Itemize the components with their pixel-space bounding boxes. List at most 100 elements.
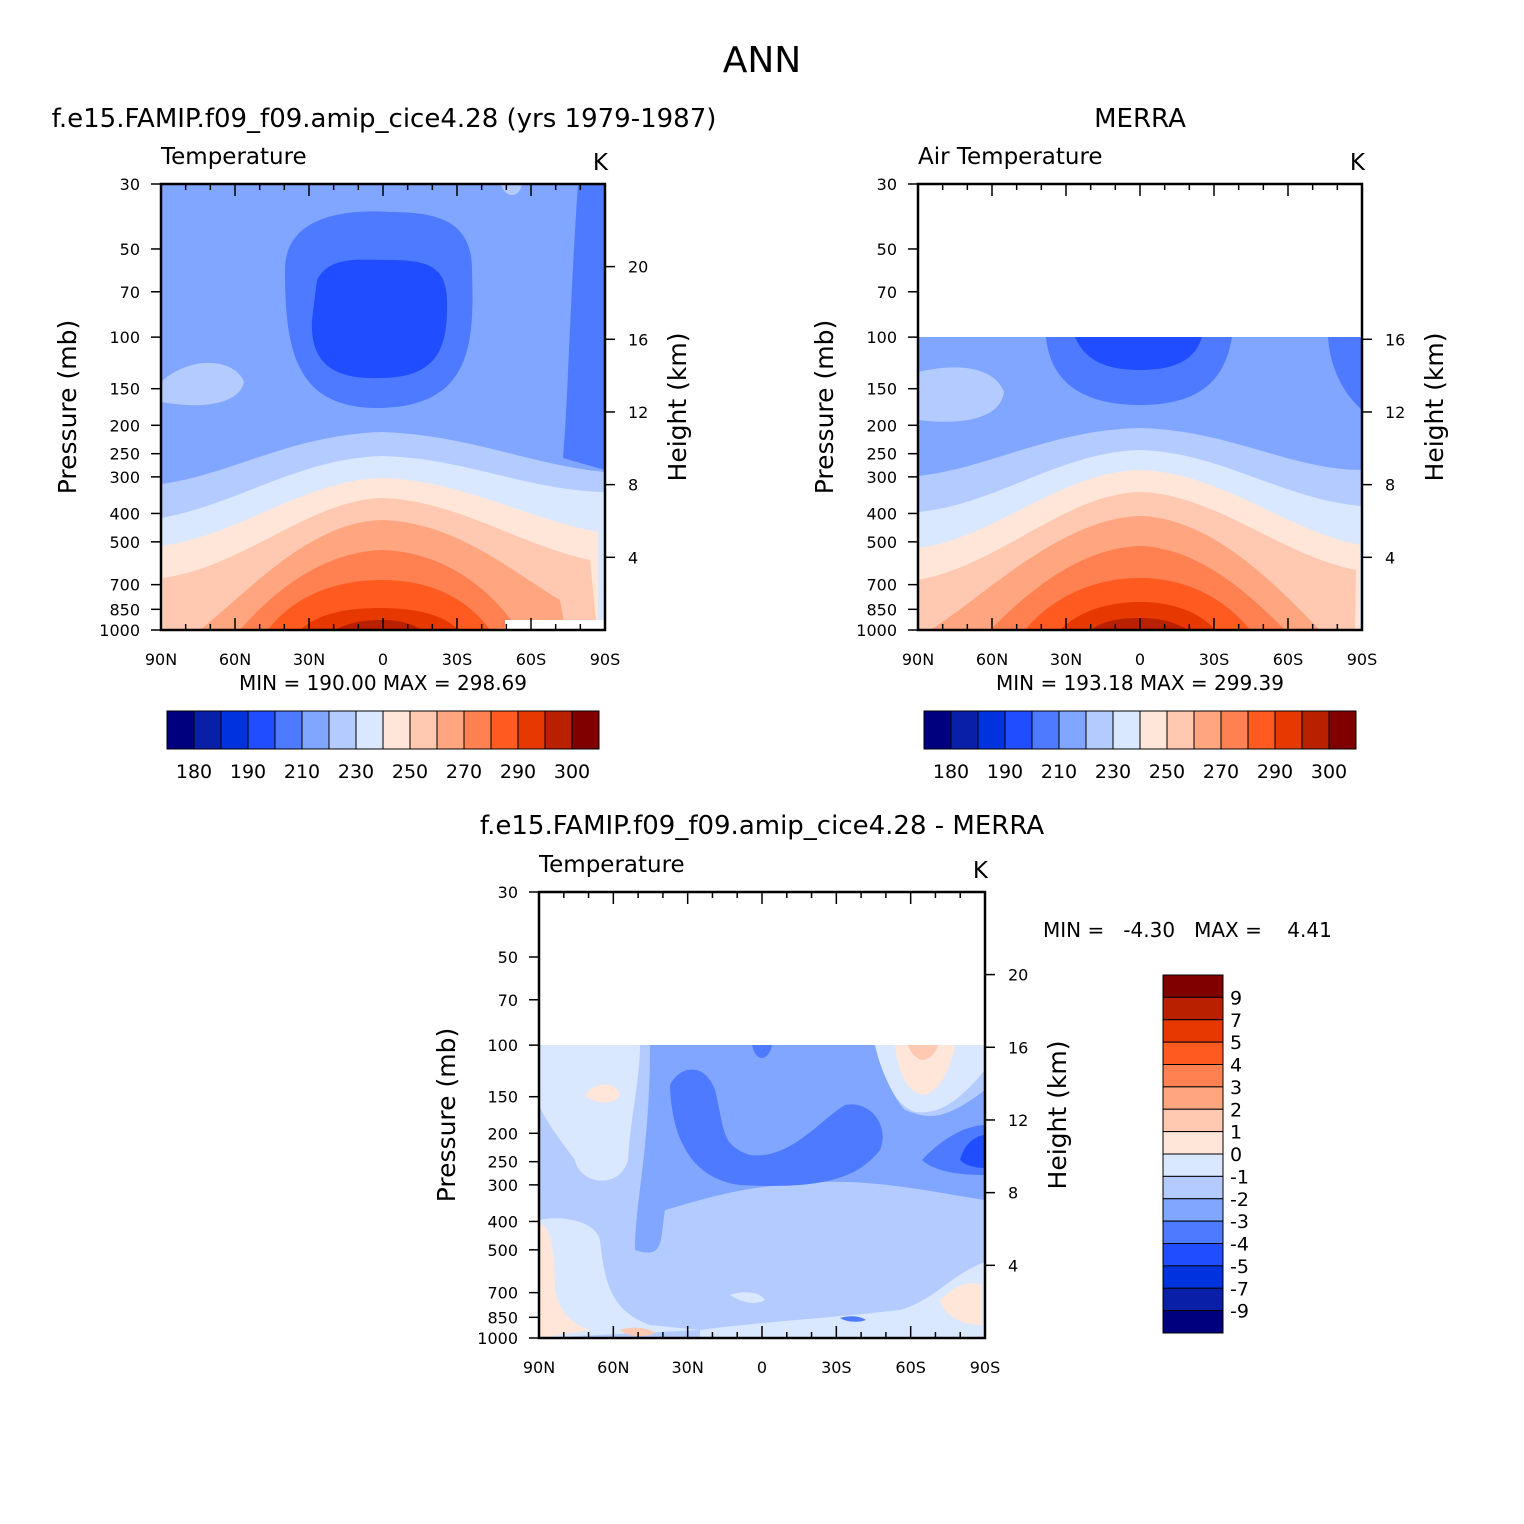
y-tick-label: 700 <box>866 576 897 595</box>
contour-band <box>300 608 458 630</box>
y-tick-label: 850 <box>866 600 897 619</box>
panel-difference: f.e15.FAMIP.f09_f09.amip_cice4.28 - MERR… <box>432 811 1332 1377</box>
panel-model: f.e15.FAMIP.f09_f09.amip_cice4.28 (yrs 1… <box>52 104 717 695</box>
contour-band <box>700 1262 985 1338</box>
colorbar-swatch <box>1162 1064 1224 1088</box>
colorbar-swatch <box>1162 1287 1224 1312</box>
x-tick-label: 30N <box>1050 650 1082 669</box>
x-tick-label: 60N <box>976 650 1008 669</box>
contour-band <box>1060 602 1215 630</box>
colorbar-label: -5 <box>1230 1256 1249 1278</box>
y-right-tick-label: 4 <box>1385 548 1395 567</box>
y-tick-label: 150 <box>487 1088 518 1107</box>
y-right-tick-label: 4 <box>628 548 638 567</box>
colorbar-swatch <box>977 710 1006 750</box>
y-tick-label: 50 <box>120 240 140 259</box>
contour-field <box>161 184 605 630</box>
colorbar-label: 1 <box>1230 1122 1242 1144</box>
units-label: K <box>973 858 989 884</box>
y-right-tick-label: 20 <box>1008 966 1028 985</box>
contour-field <box>918 337 1362 630</box>
x-tick-label: 60S <box>1273 650 1304 669</box>
contour-band <box>585 1084 620 1103</box>
colorbar-swatch <box>1162 1108 1224 1133</box>
contour-band <box>563 184 605 470</box>
colorbar-swatch <box>274 710 303 750</box>
y-axis-label: Pressure (mb) <box>53 320 82 494</box>
x-tick-label: 0 <box>378 650 388 669</box>
contour-band <box>161 362 244 406</box>
y-right-tick-label: 12 <box>1385 403 1405 422</box>
colorbar-swatch <box>1301 710 1330 750</box>
colorbar-label: -2 <box>1230 1189 1249 1211</box>
colorbar-swatch <box>1166 710 1195 750</box>
x-tick-label: 0 <box>757 1358 767 1377</box>
colorbar-swatch <box>1162 974 1224 998</box>
colorbar-swatch <box>1162 1086 1224 1110</box>
colorbar-swatch <box>1220 710 1249 750</box>
x-tick-label: 60S <box>516 650 547 669</box>
colorbar-label: 0 <box>1230 1144 1242 1166</box>
colorbar-label: 230 <box>1095 761 1131 783</box>
x-tick-label: 30S <box>821 1358 852 1377</box>
y-tick-label: 850 <box>109 600 140 619</box>
y-tick-label: 50 <box>498 948 518 967</box>
colorbar-label: 300 <box>554 761 590 783</box>
y-tick-label: 500 <box>866 533 897 552</box>
colorbar-label: -3 <box>1230 1211 1249 1233</box>
colorbar-label: 5 <box>1230 1032 1242 1054</box>
y-tick-label: 50 <box>877 240 897 259</box>
panel-obs: MERRA Air Temperature K 90N 60N 30N 0 30S 60S… <box>810 104 1449 695</box>
colorbar-swatch <box>923 710 952 750</box>
colorbar-label: 180 <box>933 761 969 783</box>
y-tick-label: 300 <box>487 1176 518 1195</box>
y-tick-label: 100 <box>109 328 140 347</box>
colorbar-swatch <box>1162 996 1224 1021</box>
x-tick-label: 90S <box>970 1358 1001 1377</box>
colorbar-swatch <box>1112 710 1141 750</box>
x-tick-label: 60S <box>895 1358 926 1377</box>
y-axis-label: Pressure (mb) <box>810 320 839 494</box>
y-tick-label: 400 <box>866 504 897 523</box>
x-tick-label: 90N <box>902 650 934 669</box>
units-label: K <box>1350 150 1366 176</box>
x-tick-label: 60N <box>219 650 251 669</box>
panel-subtitle: Temperature <box>538 852 685 878</box>
colorbar-swatch <box>1247 710 1276 750</box>
colorbar-label: -7 <box>1230 1278 1249 1300</box>
colorbar-absolute-model: 180 190 210 230 250 270 290 300 <box>166 710 600 783</box>
colorbar-swatch <box>1193 710 1222 750</box>
colorbar-label: 7 <box>1230 1010 1242 1032</box>
y-tick-label: 1000 <box>477 1329 518 1348</box>
colorbar-swatch <box>382 710 411 750</box>
colorbar-label: 210 <box>284 761 320 783</box>
panel-subtitle: Temperature <box>160 144 307 170</box>
y-tick-label: 30 <box>877 175 897 194</box>
colorbar-label: -9 <box>1230 1301 1249 1323</box>
min-max-label: MIN = 193.18 MAX = 299.39 <box>996 671 1284 695</box>
y-tick-label: 250 <box>109 445 140 464</box>
colorbar-absolute-obs: 180 190 210 230 250 270 290 300 <box>923 710 1357 783</box>
y-tick-label: 700 <box>487 1284 518 1303</box>
plot-axes: 90N 60N 30N 0 30S 60S 90S 30 50 70 100 150 200 250 300… <box>856 175 1405 669</box>
colorbar-swatch <box>1162 1265 1224 1289</box>
y-right-tick-label: 16 <box>1008 1038 1028 1057</box>
contour-band <box>1090 618 1188 630</box>
contour-band <box>539 1218 700 1338</box>
colorbar-swatch <box>1058 710 1087 750</box>
colorbar-swatch <box>1139 710 1168 750</box>
colorbar-swatch <box>1162 1019 1224 1043</box>
colorbar-swatch <box>1328 710 1357 750</box>
x-tick-label: 30N <box>293 650 325 669</box>
contour-band <box>960 1135 985 1168</box>
colorbar-swatch <box>490 710 519 750</box>
colorbar-label: 250 <box>392 761 428 783</box>
min-max-label: MIN = 190.00 MAX = 298.69 <box>239 671 527 695</box>
y-axis-right-label: Height (km) <box>1420 333 1449 482</box>
y-right-tick-label: 12 <box>1008 1111 1028 1130</box>
units-label: K <box>593 150 609 176</box>
colorbar-label: 250 <box>1149 761 1185 783</box>
colorbar-label: 290 <box>500 761 536 783</box>
y-tick-label: 100 <box>487 1036 518 1055</box>
